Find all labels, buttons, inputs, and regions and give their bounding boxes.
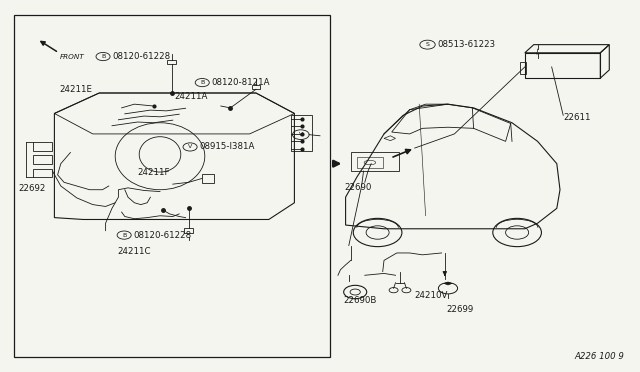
Text: 08513-61223: 08513-61223 (438, 40, 496, 49)
Text: 08120-61228: 08120-61228 (113, 52, 171, 61)
Bar (33, 142, 52, 151)
Text: 08120-61228: 08120-61228 (134, 231, 192, 240)
Bar (33, 155, 52, 164)
Text: A226 100 9: A226 100 9 (574, 352, 624, 361)
Text: 24210V: 24210V (414, 291, 447, 300)
Text: V: V (188, 144, 192, 150)
Text: 24211C: 24211C (117, 247, 150, 256)
Bar (351, 152, 399, 171)
Bar (252, 85, 260, 89)
Text: 22611: 22611 (563, 113, 591, 122)
Bar (520, 62, 526, 74)
Text: B: B (101, 54, 105, 59)
Bar (357, 157, 383, 168)
Text: B: B (200, 80, 204, 85)
Text: S: S (426, 42, 429, 47)
Text: 24211F: 24211F (138, 169, 170, 177)
Bar (14, 15, 330, 357)
Bar (184, 228, 193, 232)
Bar (33, 169, 52, 177)
Text: 24211A: 24211A (174, 92, 207, 101)
Text: 22692: 22692 (18, 185, 45, 193)
Text: V: V (299, 132, 303, 137)
Text: 22690: 22690 (344, 183, 372, 192)
Text: 08120-8121A: 08120-8121A (212, 78, 270, 87)
Bar (167, 60, 176, 64)
Text: 22699: 22699 (446, 305, 474, 314)
Text: 22690B: 22690B (343, 296, 376, 305)
Bar (291, 115, 312, 151)
Text: B: B (122, 232, 126, 238)
Bar (525, 53, 600, 78)
Text: 08915-I381A: 08915-I381A (200, 142, 255, 151)
Text: FRONT: FRONT (60, 54, 84, 60)
Polygon shape (444, 282, 452, 285)
Text: 24211E: 24211E (59, 85, 92, 94)
